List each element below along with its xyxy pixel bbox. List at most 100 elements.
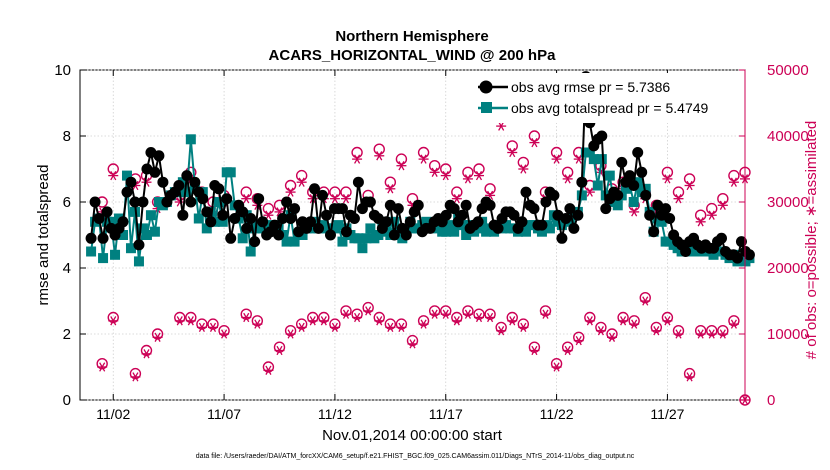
totalspread-point [98,253,109,264]
possible-obs-marker [351,308,363,320]
assimilated-obs-marker [728,177,739,187]
totalspread-point [125,243,136,254]
assimilated-obs-marker [695,329,706,339]
totalspread-point [592,180,603,191]
rmse-point [309,183,321,195]
rmse-point [492,222,504,234]
possible-obs-marker [107,311,119,324]
totalspread-point [337,236,348,247]
assimilated-star-stroke [387,322,394,333]
axes: 11/02 11/07 11/12 11/17 11/22 11/27 0 2 4 6 8 10 0 10… [54,62,808,422]
x-tick-label: 11/17 [429,406,463,422]
rmse-point [596,130,608,142]
rmse-point [572,209,584,221]
assimilated-star-stroke [442,309,449,319]
y2-tick-label: 0 [767,392,775,409]
assimilated-star-stroke [730,177,737,187]
possible-obs-marker [473,163,485,175]
assimilated-star-stroke [586,316,593,326]
rmse-point [237,206,249,218]
assimilated-star-stroke [265,365,272,375]
rmse-point [117,216,129,228]
assimilated-star-stroke [132,372,139,382]
assimilated-obs-marker [684,180,695,191]
assimilated-star-stroke [686,372,693,382]
assimilated-star-stroke [187,316,194,326]
rmse-point [285,213,297,224]
rmse-point [213,183,225,195]
possible-obs-marker [362,301,374,314]
possible-obs-marker [650,321,663,334]
rmse-point [197,193,209,205]
rmse-point [249,236,261,248]
assimilated-obs-marker [363,306,374,316]
rmse-point [540,196,552,208]
possible-obs-marker [528,130,541,142]
assimilated-obs-marker [651,326,662,336]
totalspread-point [441,226,452,237]
assimilated-star-stroke [365,306,372,316]
rmse-point [352,176,364,188]
rmse-point [576,176,588,188]
assimilated-obs-marker [307,316,318,326]
rmse-point [173,180,185,191]
possible-obs-marker [550,146,563,159]
rmse-point [560,213,572,224]
assimilated-obs-marker [451,194,462,204]
possible-obs-marker [550,358,563,370]
rmse-point [536,219,548,231]
rmse-point [305,216,317,228]
assimilated-obs-marker [529,345,540,356]
possible-obs-marker [262,202,275,215]
assimilated-obs-marker [540,309,551,319]
rmse-point [320,209,332,221]
assimilated-obs-marker [296,322,307,333]
totalspread-point [596,154,607,165]
possible-obs-marker [473,308,485,320]
possible-obs-marker [295,318,308,330]
assimilated-obs-marker [285,329,296,339]
totalspread-point [110,249,121,260]
possible-obs-marker [185,311,197,324]
rmse-point [564,203,576,215]
totalspread-point [185,134,196,145]
possible-obs-marker [495,321,507,334]
assimilated-obs-marker [451,316,462,326]
assimilated-obs-marker [640,296,651,306]
y-tick-label: 4 [63,260,71,277]
rmse-point [440,209,452,221]
rmse-point [400,229,412,241]
assimilated-star-stroke [575,335,582,346]
rmse-point [664,213,676,224]
assimilated-star-stroke [110,316,117,326]
possible-obs-marker [340,186,352,198]
totalspread-point [361,233,372,244]
possible-obs-marker [484,183,496,195]
possible-obs-marker [506,140,518,152]
totalspread-point [604,170,615,181]
assimilated-star-stroke [176,316,183,326]
possible-obs-marker [174,311,186,324]
rmse-point [364,196,376,208]
assimilated-star-stroke [198,322,205,333]
possible-obs-marker [661,311,674,324]
possible-obs-marker [262,361,275,373]
rmse-point [731,252,743,264]
x-axis-label: Nov.01,2014 00:00:00 start [322,427,503,444]
totalspread-point [536,226,547,237]
totalspread-point [520,226,531,237]
possible-obs-marker [218,325,230,337]
assimilated-obs-marker [662,174,673,184]
possible-obs-marker [440,305,452,317]
rmse-point [93,213,105,224]
possible-obs-marker [717,325,729,337]
assimilated-star-stroke [475,170,483,181]
assimilated-obs-marker [440,309,451,319]
assimilated-obs-marker [97,362,108,372]
assimilated-star-stroke [631,319,638,329]
assimilated-star-stroke [110,170,117,181]
assimilated-star-stroke [276,207,283,217]
rmse-point [388,229,400,241]
assimilated-star-stroke [553,362,560,372]
rmse-point [716,232,728,244]
